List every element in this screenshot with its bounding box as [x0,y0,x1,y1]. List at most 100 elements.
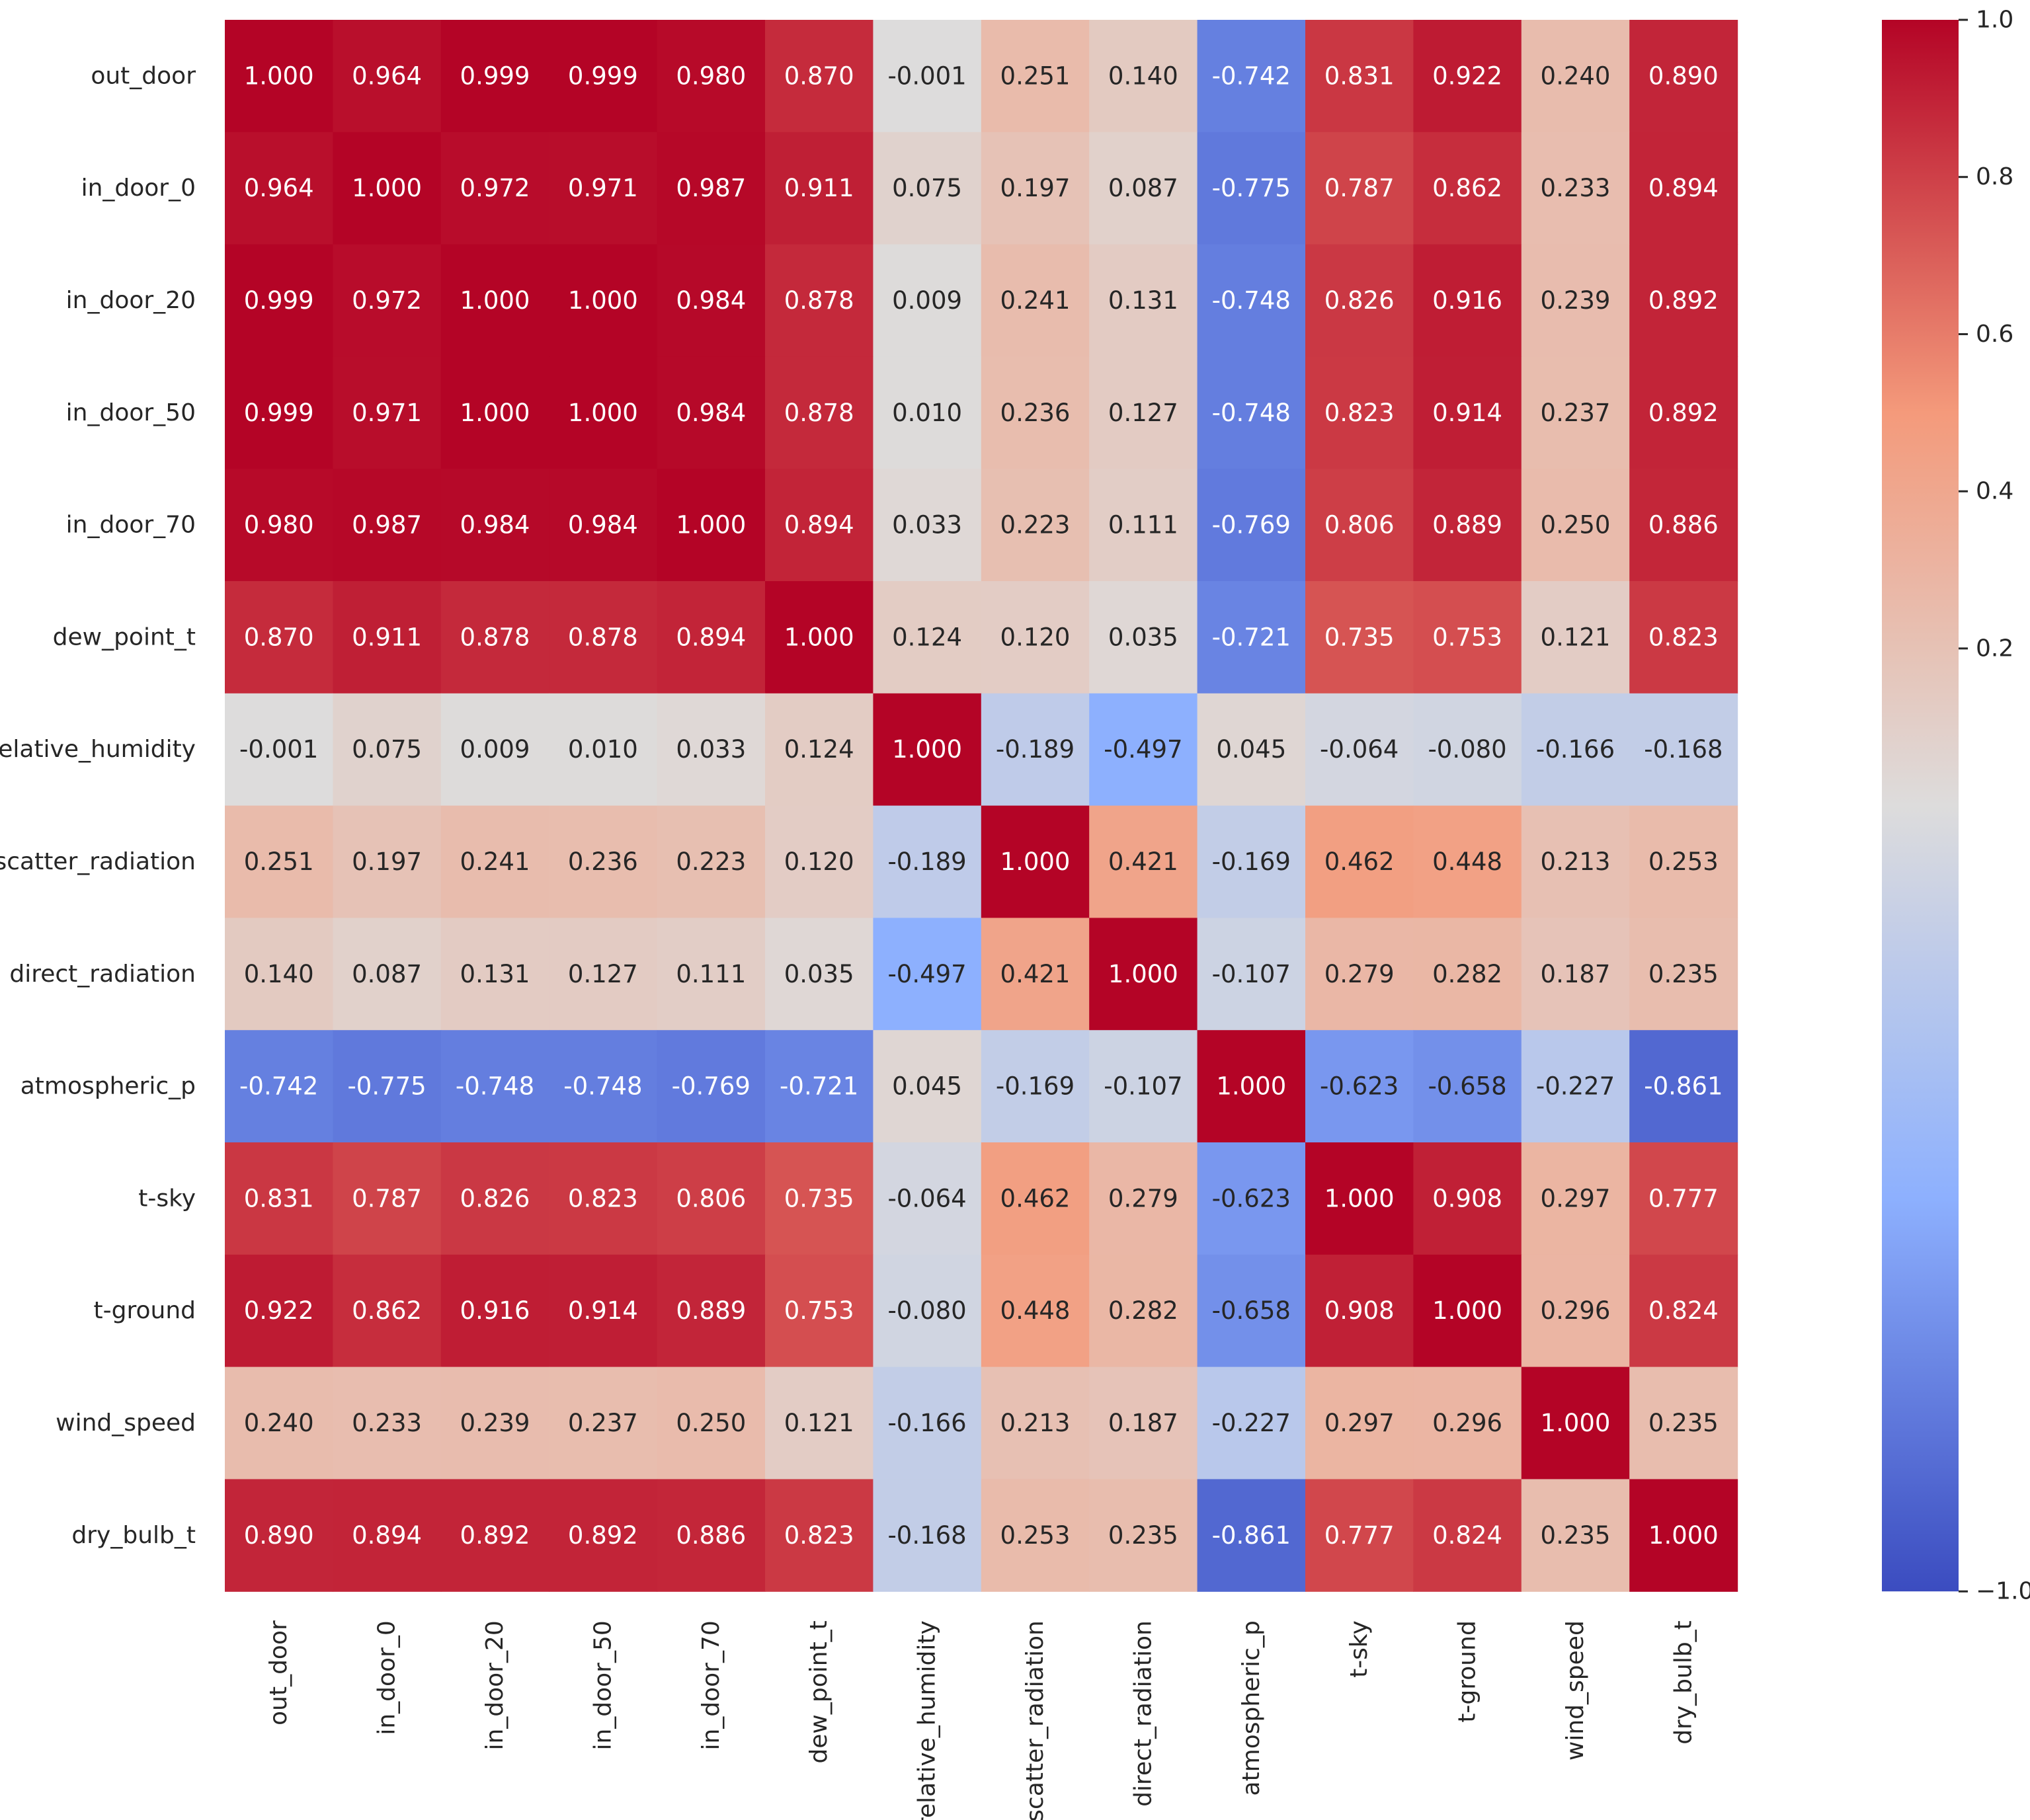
heatmap-cell-value: -0.658 [1428,1072,1506,1101]
heatmap-cell-scatter_radiation-scatter_radiation [981,805,1090,918]
heatmap-cell-dew_point_t-scatter_radiation [981,581,1090,694]
heatmap-cell-direct_radiation-dry_bulb_t [1629,918,1738,1031]
heatmap-cell-value: 0.035 [1108,623,1178,651]
heatmap-cell-value: 0.010 [892,399,962,427]
heatmap-cell-wind_speed-dew_point_t [765,1366,873,1480]
heatmap-cell-in_door_50-scatter_radiation [981,356,1090,469]
heatmap-cell-dew_point_t-in_door_50 [549,581,658,694]
heatmap-cell-relative_humidity-wind_speed [1521,693,1630,807]
heatmap-cell-dew_point_t-atmospheric_p [1197,581,1306,694]
heatmap-cell-direct_radiation-t-sky [1305,918,1414,1031]
heatmap-cell-value: -0.721 [1212,623,1291,651]
heatmap-cell-in_door_20-in_door_70 [657,244,766,357]
heatmap-cell-value: -0.623 [1212,1184,1291,1212]
heatmap-cell-relative_humidity-in_door_0 [333,693,442,807]
heatmap-cell-t-sky-dry_bulb_t [1629,1142,1738,1255]
heatmap-cell-value: -0.107 [1104,1072,1182,1101]
heatmap-cell-value: -0.861 [1644,1072,1723,1101]
heatmap-cell-in_door_50-dry_bulb_t [1629,356,1738,469]
heatmap-cell-wind_speed-in_door_20 [440,1366,549,1480]
heatmap-cell-dew_point_t-in_door_70 [657,581,766,694]
heatmap-cell-in_door_70-in_door_50 [549,469,658,582]
heatmap-cell-value: 0.296 [1541,1296,1611,1325]
heatmap-cell-value: -0.166 [887,1409,966,1437]
heatmap-cell-value: 1.000 [1108,960,1178,988]
heatmap-cell-value: 0.121 [784,1409,854,1437]
heatmap-cell-value: 0.223 [1000,511,1071,539]
heatmap-cell-value: 0.241 [1000,286,1071,315]
heatmap-cell-t-sky-t-ground [1413,1142,1522,1255]
heatmap-cell-value: 1.000 [352,174,422,202]
colorbar-gradient [1882,20,1959,1592]
heatmap-cell-relative_humidity-dew_point_t [765,693,873,807]
heatmap-cell-value: 0.911 [784,174,854,202]
heatmap-cell-value: 1.000 [1432,1296,1502,1325]
heatmap-cell-in_door_70-wind_speed [1521,469,1630,582]
heatmap-cell-value: 0.250 [1541,511,1611,539]
heatmap-cell-value: 0.140 [1108,61,1178,90]
heatmap-cell-value: 0.862 [352,1296,422,1325]
heatmap-cell-value: 0.862 [1432,174,1502,202]
heatmap-cell-value: 0.735 [784,1184,854,1212]
heatmap-cell-value: 0.892 [568,1521,638,1550]
heatmap-cell-in_door_20-wind_speed [1521,244,1630,357]
heatmap-cell-value: 0.894 [352,1521,422,1550]
heatmap-cell-dry_bulb_t-in_door_20 [440,1479,549,1592]
heatmap-cell-in_door_70-in_door_20 [440,469,549,582]
heatmap-cell-atmospheric_p-relative_humidity [873,1030,982,1143]
heatmap-cell-in_door_20-atmospheric_p [1197,244,1306,357]
heatmap-cell-value: 0.964 [244,174,314,202]
heatmap-cell-value: 0.878 [784,286,854,315]
heatmap-cell-value: 0.237 [568,1409,638,1437]
heatmap-cell-value: 0.448 [1000,1296,1071,1325]
row-label-in_door_0: in_door_0 [81,175,196,202]
heatmap-cell-value: 0.823 [1648,623,1719,651]
heatmap-cell-t-ground-dew_point_t [765,1254,873,1368]
heatmap-cell-value: -0.658 [1212,1296,1291,1325]
heatmap-cell-relative_humidity-scatter_radiation [981,693,1090,807]
heatmap-cell-value: 0.009 [460,735,530,764]
heatmap-cell-atmospheric_p-atmospheric_p [1197,1030,1306,1143]
row-label-out_door: out_door [91,62,196,89]
heatmap-cell-value: 1.000 [568,399,638,427]
heatmap-cell-t-ground-direct_radiation [1089,1254,1198,1368]
heatmap-cell-t-ground-in_door_0 [333,1254,442,1368]
heatmap-cell-value: 0.462 [1324,848,1395,876]
heatmap-cell-t-ground-in_door_50 [549,1254,658,1368]
heatmap-cell-value: -0.064 [887,1184,966,1212]
heatmap-cell-scatter_radiation-wind_speed [1521,805,1630,918]
row-label-in_door_70: in_door_70 [66,512,196,539]
heatmap-cell-value: 0.235 [1648,960,1719,988]
heatmap-cell-dew_point_t-out_door [225,581,333,694]
heatmap-cell-value: 1.000 [892,735,962,764]
heatmap-cell-atmospheric_p-in_door_70 [657,1030,766,1143]
column-label-direct_radiation: direct_radiation [1129,1620,1157,1807]
heatmap-cell-in_door_0-dew_point_t [765,132,873,245]
row-label-in_door_50: in_door_50 [66,399,196,426]
heatmap-cell-value: 0.999 [460,61,530,90]
heatmap-cell-wind_speed-in_door_70 [657,1366,766,1480]
heatmap-cell-value: 0.250 [676,1409,746,1437]
heatmap-cell-in_door_20-in_door_50 [549,244,658,357]
heatmap-cell-value: 0.823 [1324,399,1395,427]
heatmap-cell-value: 0.892 [1648,286,1719,315]
heatmap-cell-scatter_radiation-out_door [225,805,333,918]
heatmap-cell-wind_speed-in_door_0 [333,1366,442,1480]
heatmap-cell-dew_point_t-dew_point_t [765,581,873,694]
heatmap-cell-value: 0.297 [1541,1184,1611,1212]
heatmap-cell-value: 0.421 [1000,960,1071,988]
heatmap-cell-value: -0.107 [1212,960,1291,988]
heatmap-cell-value: 0.187 [1541,960,1611,988]
row-label-direct_radiation: direct_radiation [9,961,196,988]
column-label-in_door_20: in_door_20 [481,1620,508,1750]
heatmap-cell-value: -0.001 [239,735,318,764]
row-label-scatter_radiation: scatter_radiation [0,848,196,875]
heatmap-cell-value: 0.239 [460,1409,530,1437]
heatmap-cell-direct_radiation-t-ground [1413,918,1522,1031]
column-label-dew_point_t: dew_point_t [805,1620,832,1763]
heatmap-cell-value: 0.124 [784,735,854,764]
heatmap-cell-relative_humidity-in_door_20 [440,693,549,807]
heatmap-cell-relative_humidity-relative_humidity [873,693,982,807]
heatmap-cell-t-sky-in_door_20 [440,1142,549,1255]
row-labels: out_door in_door_0 in_door_20 in_door_50 in_… [0,62,196,1548]
